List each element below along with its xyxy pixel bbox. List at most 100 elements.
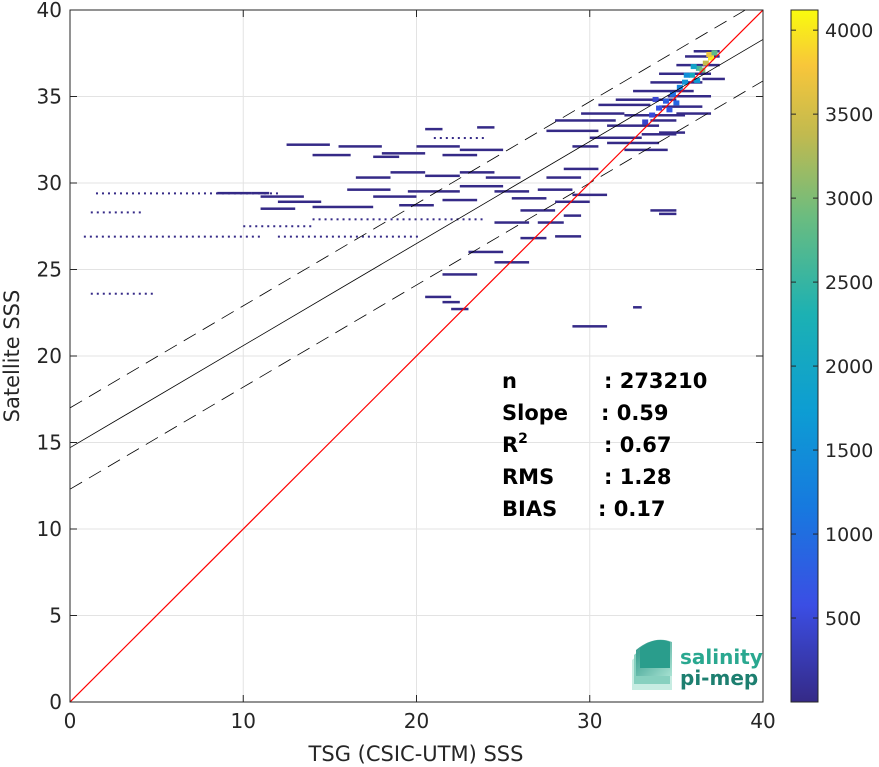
density-dot [161,192,164,195]
density-dot [330,218,333,221]
density-segment [355,176,391,179]
density-segment [468,250,504,254]
density-segment [667,95,712,98]
density-segment [390,171,426,174]
density-dot [462,218,465,221]
density-dot [367,235,370,238]
density-dot [475,137,478,140]
density-dot [203,192,206,195]
density-segment [520,236,547,240]
density-hotspot [682,79,689,85]
density-segment [277,200,322,204]
density-segment [693,50,720,53]
density-segment [685,55,720,58]
density-hotspot [695,65,702,71]
density-dot [289,235,292,238]
density-dot [96,292,99,295]
upper-bound-line [70,10,747,409]
density-segment [347,188,391,191]
density-dot [295,235,298,238]
y-tick-label: 30 [37,171,62,195]
density-hotspot [652,96,659,102]
y-tick-label: 40 [37,0,62,22]
density-dot [444,218,447,221]
density-segment [676,112,712,115]
density-dot [251,235,254,238]
density-dot [343,235,346,238]
density-dot [132,292,135,295]
density-dot [468,218,471,221]
density-segment [546,176,582,179]
density-hotspot [662,98,669,104]
density-dot [257,192,260,195]
density-segment [572,145,599,148]
density-dot [275,192,278,195]
density-dot [397,235,400,238]
density-dot [360,218,363,221]
density-dot [378,218,381,221]
stat-value: : 273210 [604,369,707,393]
density-segment [659,105,703,108]
density-dot [469,137,472,140]
density-dot [255,225,258,228]
density-dot [197,192,200,195]
density-dot [348,218,351,221]
density-dot [249,225,252,228]
density-dot [396,218,399,221]
logo-text-salinity: salinity [680,645,763,669]
density-dot [403,235,406,238]
density-dot [415,235,418,238]
density-dot [261,225,264,228]
density-dot [113,235,116,238]
density-hotspot [702,60,709,66]
density-dot [137,235,140,238]
density-segment [607,141,660,145]
density-dot [101,192,104,195]
density-dot [90,292,93,295]
density-dot [227,235,230,238]
density-segment [650,209,677,212]
density-segment [581,112,625,115]
density-segment [425,127,443,131]
density-segment [555,200,590,204]
density-dot [445,137,448,140]
density-segment [563,167,599,171]
density-dot [438,218,441,221]
density-segment [260,195,304,198]
density-dot [385,235,388,238]
density-dot [233,192,236,195]
x-axis-label: TSG (CSIC-UTM) SSS [308,742,524,766]
density-segment [520,209,556,212]
density-dot [373,235,376,238]
x-tick-label: 10 [231,709,256,733]
density-dot [243,225,246,228]
density-dot [90,211,93,214]
density-dot [408,218,411,221]
density-dot [319,235,322,238]
density-segment [563,214,582,217]
colorbar [790,9,819,703]
colorbar-tick-label: 3500 [825,104,873,126]
density-dot [481,137,484,140]
y-tick-label: 0 [49,690,62,714]
stat-label: BIAS [502,497,557,521]
density-dot [95,192,98,195]
density-dot [325,235,328,238]
density-hotspot [649,112,656,118]
density-segment [659,131,686,134]
density-dot [239,192,242,195]
density-segment [555,119,616,122]
density-segment [702,77,725,81]
density-segment [425,295,452,299]
salinity-pi-mep-logo: salinity pi-mep [632,639,763,690]
density-segment [373,195,417,198]
density-hotspot [676,84,683,90]
density-dot [257,235,260,238]
density-dot [391,235,394,238]
density-dot [450,218,453,221]
density-dot [126,292,129,295]
density-dot [138,211,141,214]
density-segment [650,81,703,84]
density-segment [442,300,460,304]
